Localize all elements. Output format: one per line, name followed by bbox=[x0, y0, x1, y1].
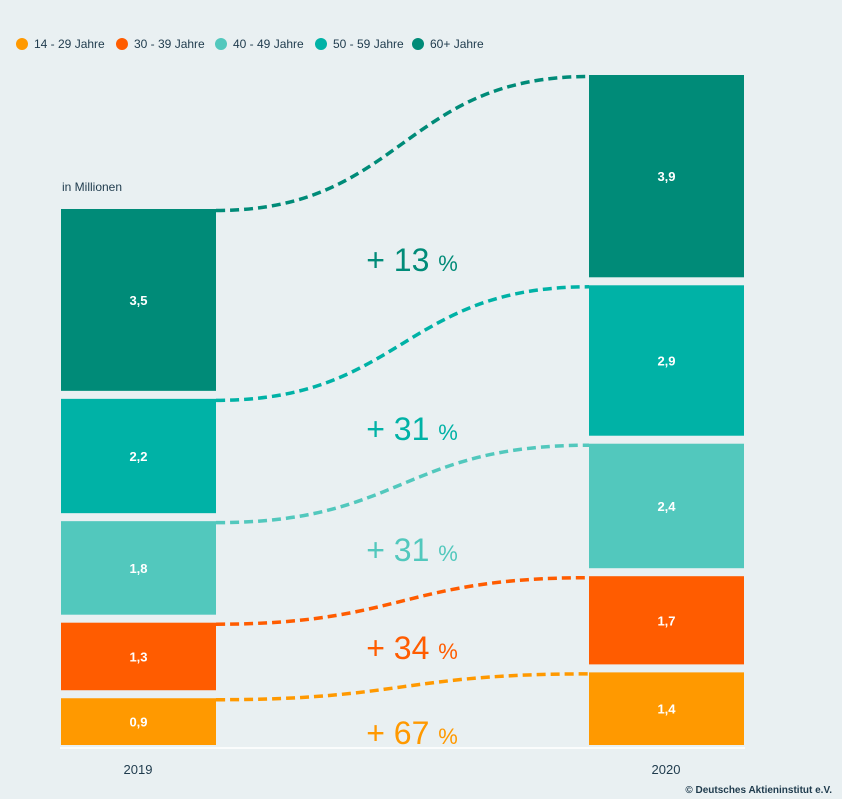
legend: 14 - 29 Jahre 30 - 39 Jahre 40 - 49 Jahre 5… bbox=[16, 37, 484, 51]
source-note: © Deutsches Aktieninstitut e.V. bbox=[685, 785, 832, 796]
change-label-2: + 31 % bbox=[366, 532, 458, 568]
bar-label-2019-3: 2,2 bbox=[129, 449, 147, 464]
change-label-3: + 31 % bbox=[366, 411, 458, 447]
legend-label-3: 50 - 59 Jahre bbox=[333, 37, 404, 51]
bar-2019-1 bbox=[61, 622, 216, 691]
connector-1 bbox=[215, 575, 590, 626]
bar-label-2020-3: 2,9 bbox=[657, 354, 675, 369]
x-tick-2019: 2019 bbox=[124, 762, 153, 777]
bar-2019-3 bbox=[61, 398, 216, 514]
legend-swatch-0 bbox=[16, 38, 28, 50]
x-tick-2020: 2020 bbox=[652, 762, 681, 777]
legend-label-2: 40 - 49 Jahre bbox=[233, 37, 304, 51]
bar-2020-1 bbox=[589, 576, 744, 665]
change-labels: + 67 % + 34 % + 31 % + 31 % + 13 % bbox=[366, 242, 458, 751]
connectors bbox=[215, 74, 590, 702]
bar-label-2019-0: 0,9 bbox=[129, 715, 147, 730]
connector-4 bbox=[215, 74, 590, 213]
bar-label-2020-2: 2,4 bbox=[657, 499, 676, 514]
change-label-4: + 13 % bbox=[366, 242, 458, 278]
legend-swatch-1 bbox=[116, 38, 128, 50]
legend-swatch-3 bbox=[315, 38, 327, 50]
legend-label-4: 60+ Jahre bbox=[430, 37, 484, 51]
connector-3 bbox=[215, 285, 590, 403]
bar-2019-4 bbox=[61, 209, 216, 391]
connector-2 bbox=[215, 443, 590, 525]
change-label-0: + 67 % bbox=[366, 715, 458, 751]
change-label-1: + 34 % bbox=[366, 630, 458, 666]
bar-2019-0 bbox=[61, 698, 216, 745]
bar-2019-2 bbox=[61, 521, 216, 615]
bar-2020-0 bbox=[589, 672, 744, 745]
legend-swatch-4 bbox=[412, 38, 424, 50]
bar-2020-3 bbox=[589, 285, 744, 436]
bar-2020-2 bbox=[589, 443, 744, 569]
unit-label: in Millionen bbox=[62, 180, 122, 194]
legend-label-0: 14 - 29 Jahre bbox=[34, 37, 105, 51]
bar-label-2020-1: 1,7 bbox=[657, 613, 675, 628]
bars bbox=[61, 75, 744, 745]
bar-labels: 0,9 1,3 1,8 2,2 3,5 1,4 1,7 2,4 2,9 3,9 bbox=[129, 169, 676, 729]
bar-label-2019-2: 1,8 bbox=[129, 561, 147, 576]
bar-label-2019-1: 1,3 bbox=[129, 649, 147, 664]
bar-label-2020-4: 3,9 bbox=[657, 169, 675, 184]
bar-label-2019-4: 3,5 bbox=[129, 293, 147, 308]
legend-swatch-2 bbox=[215, 38, 227, 50]
legend-label-1: 30 - 39 Jahre bbox=[134, 37, 205, 51]
connector-0 bbox=[215, 672, 590, 702]
bar-2020-4 bbox=[589, 75, 744, 278]
bar-label-2020-0: 1,4 bbox=[657, 702, 676, 717]
